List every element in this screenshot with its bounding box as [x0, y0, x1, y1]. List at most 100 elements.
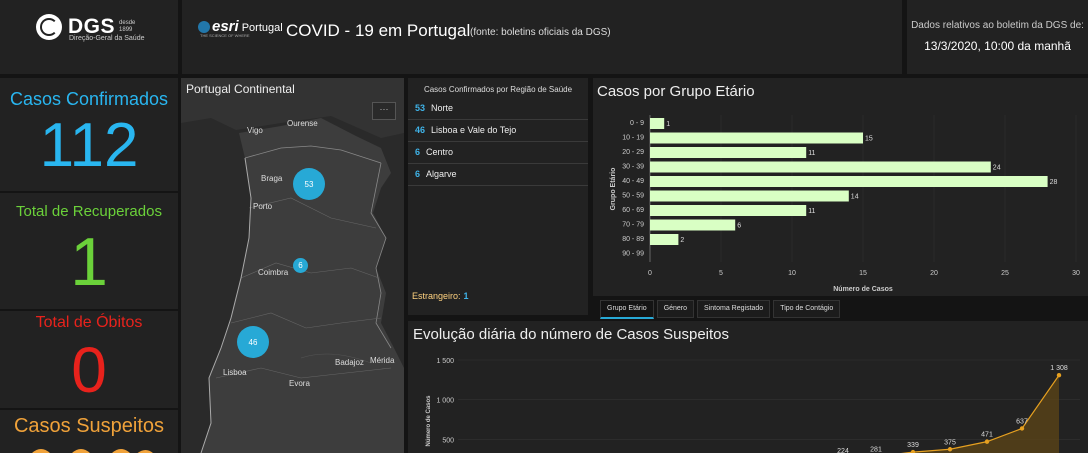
y-tick-label: 90 - 99	[622, 251, 644, 258]
region-row[interactable]: 6 Algarve	[408, 164, 588, 186]
y-tick-label: 80 - 89	[622, 236, 644, 243]
region-name: Centro	[426, 147, 454, 157]
city-label: Ourense	[287, 119, 318, 128]
bar-value-label: 28	[1050, 179, 1058, 186]
y-tick-label: 30 - 39	[622, 164, 644, 171]
region-list-panel: Casos Confirmados por Região de Saúde 53…	[408, 78, 588, 315]
x-tick-label: 25	[1001, 270, 1009, 277]
dgs-since: desde 1899	[119, 20, 135, 34]
portugal-map[interactable]	[181, 78, 404, 453]
y-tick-label: 10 - 19	[622, 135, 644, 142]
region-name: Algarve	[426, 169, 457, 179]
y-tick-label: 1 500	[436, 358, 454, 365]
app-source: (fonte: boletins oficiais da DGS)	[470, 27, 611, 38]
date-label: Dados relativos ao boletim da DGS de:	[911, 20, 1084, 31]
region-row[interactable]: 6 Centro	[408, 142, 588, 164]
tab-genero[interactable]: Género	[656, 300, 695, 318]
deaths-value: 0	[71, 334, 107, 406]
deaths-panel: Total de Óbitos 0	[0, 311, 178, 408]
age-bar-chart[interactable]: 0 5 10 15 20 25 30 0 - 9 1 10 - 19 15 20 - 29 11 30 -…	[593, 78, 1088, 296]
x-tick-label: 15	[859, 270, 867, 277]
region-name: Lisboa e Vale do Tejo	[431, 125, 517, 135]
bar	[650, 205, 807, 216]
bar	[650, 118, 665, 129]
area-fill	[905, 375, 1059, 453]
tab-sintoma[interactable]: Sintoma Registado	[697, 300, 771, 318]
y-tick-label: 500	[442, 437, 454, 444]
esri-logo: esri Portugal	[198, 18, 283, 35]
bar-value-label: 11	[808, 150, 815, 157]
recovered-label: Total de Recuperados	[16, 203, 162, 220]
dgs-since-line1: desde	[119, 20, 136, 26]
y-tick-label: 70 - 79	[622, 222, 644, 229]
age-chart-tabs: Grupo Etário Género Sintoma Registado Ti…	[600, 300, 843, 319]
city-label: Coimbra	[258, 268, 289, 277]
y-tick-label: 40 - 49	[622, 178, 644, 185]
cluster-marker[interactable]: 53	[293, 168, 325, 200]
city-label: Evora	[289, 379, 310, 388]
data-label: 281	[870, 447, 882, 453]
tab-contagio[interactable]: Tipo de Contágio	[773, 300, 841, 318]
confirmed-panel: Casos Confirmados 112	[0, 78, 178, 191]
confirmed-label: Casos Confirmados	[9, 89, 169, 109]
bar-value-label: 1	[666, 121, 670, 128]
data-point	[1019, 426, 1025, 431]
data-label: 375	[944, 439, 956, 446]
y-axis-label: Número de Casos	[426, 395, 432, 447]
title-panel: esri Portugal THE SCIENCE OF WHERE COVID…	[182, 0, 902, 74]
region-row[interactable]: 53 Norte	[408, 98, 588, 120]
map-panel[interactable]: Portugal Continental ··· Ourense Vigo Br…	[181, 78, 404, 453]
bar-value-label: 14	[851, 194, 859, 201]
foreign-label: Estrangeiro:	[412, 291, 461, 301]
evolution-chart-title: Evolução diária do número de Casos Suspe…	[413, 326, 730, 343]
cluster-marker[interactable]: 46	[237, 326, 269, 358]
x-tick-label: 0	[648, 270, 652, 277]
x-tick-label: 5	[719, 270, 723, 277]
bar-value-label: 24	[993, 165, 1001, 172]
city-label: Lisboa	[223, 368, 247, 377]
region-count: 6	[415, 169, 421, 179]
bar	[650, 176, 1048, 187]
suspected-label: Casos Suspeitos	[13, 415, 165, 437]
esri-tagline: THE SCIENCE OF WHERE	[200, 33, 250, 38]
region-count: 46	[415, 125, 426, 135]
dgs-since-line2: 1899	[119, 27, 133, 33]
data-label: 471	[981, 432, 993, 439]
tab-grupo-etario[interactable]: Grupo Etário	[600, 300, 654, 319]
suspected-value-cropped	[32, 449, 153, 453]
city-label: Braga	[261, 174, 283, 183]
data-label: 637	[1016, 418, 1028, 425]
cluster-marker[interactable]: 6	[293, 258, 308, 273]
dgs-globe-icon	[36, 14, 62, 40]
y-axis-label: Grupo Etário	[610, 168, 617, 211]
x-tick-label: 20	[930, 270, 938, 277]
city-label: Mérida	[370, 356, 395, 365]
dgs-logo: DGS desde 1899	[36, 14, 135, 40]
evolution-chart-panel: Evolução diária do número de Casos Suspe…	[408, 321, 1088, 453]
data-label: 339	[907, 442, 919, 449]
bar	[650, 190, 849, 202]
age-chart-title: Casos por Grupo Etário	[597, 83, 755, 100]
bar-value-label: 6	[737, 223, 741, 230]
y-tick-label: 20 - 29	[622, 149, 644, 156]
x-axis-label: Número de Casos	[833, 286, 893, 293]
data-label: 224	[837, 448, 849, 453]
foreign-count: 1	[463, 291, 469, 301]
esri-country: Portugal	[241, 22, 283, 34]
region-count: 53	[415, 103, 426, 113]
dgs-subtitle: Direção-Geral da Saúde	[69, 35, 145, 42]
y-tick-label: 1 000	[436, 398, 454, 405]
city-label: Vigo	[247, 126, 263, 135]
esri-brand: esri	[212, 18, 239, 35]
date-panel: Dados relativos ao boletim da DGS de: 13…	[907, 0, 1088, 74]
x-tick-label: 30	[1072, 270, 1080, 277]
evolution-area-chart[interactable]: 500 1 000 1 500 Número de Casos 281 339 375 471…	[408, 321, 1088, 453]
foreign-cases: Estrangeiro: 1	[412, 291, 469, 301]
map-more-button[interactable]: ···	[372, 102, 396, 120]
bar-value-label: 15	[865, 136, 873, 143]
app-title: COVID - 19 em Portugal	[286, 21, 471, 40]
region-row[interactable]: 46 Lisboa e Vale do Tejo	[408, 120, 588, 142]
bar	[650, 234, 679, 245]
bar-value-label: 2	[680, 237, 684, 244]
y-tick-label: 60 - 69	[622, 207, 644, 214]
